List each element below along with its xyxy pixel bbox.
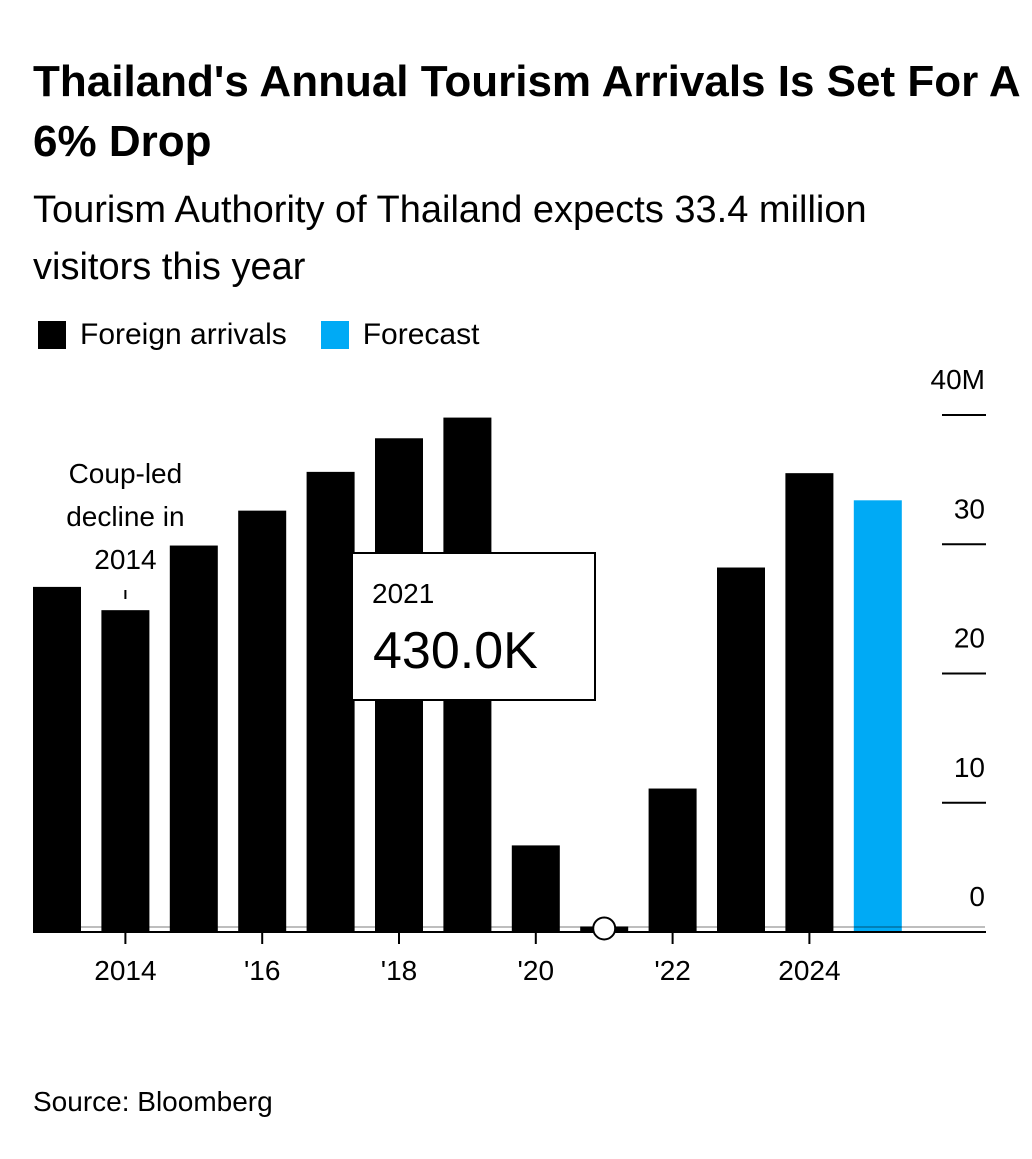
x-tick-label: '16: [244, 955, 281, 986]
x-tick-label: '20: [518, 955, 555, 986]
chart-title: Thailand's Annual Tourism Arrivals Is Se…: [33, 57, 1019, 166]
hover-marker: [592, 916, 617, 941]
y-tick-label: 10: [954, 752, 985, 783]
legend-item: Foreign arrivals: [38, 318, 287, 352]
chart: 0 10 20 30 40M 2014 '16 '18 '20 '22 2024 Coup-led de…: [33, 364, 986, 986]
bar: [33, 586, 81, 932]
annotation: decline in: [66, 501, 184, 532]
annotation: 2014: [94, 544, 156, 575]
tooltip-value: 430.0K: [373, 622, 538, 680]
bar: [306, 471, 355, 932]
bar: [853, 500, 902, 932]
annotation: Coup-led: [69, 458, 183, 489]
tooltip-box: [351, 552, 596, 701]
x-tick-label: '22: [654, 955, 691, 986]
bar: [648, 788, 697, 932]
bar: [511, 845, 560, 932]
bar: [169, 545, 218, 932]
legend-label: Forecast: [362, 318, 480, 351]
bar: [785, 473, 834, 932]
legend-swatch: [320, 321, 349, 349]
x-tick-label: 2014: [94, 955, 156, 986]
bar: [238, 510, 287, 932]
x-tick-label: '18: [381, 955, 418, 986]
bar: [101, 610, 150, 932]
legend: Foreign arrivals Forecast: [38, 318, 513, 352]
legend-label: Foreign arrivals: [80, 318, 287, 351]
bar: [717, 567, 765, 932]
legend-item: Forecast: [320, 318, 480, 352]
source: Source: Bloomberg: [33, 1086, 273, 1117]
y-tick-label: 40M: [931, 364, 985, 395]
tooltip-title: 2021: [372, 578, 434, 609]
y-tick-label: 30: [954, 493, 985, 524]
x-tick-label: 2024: [778, 955, 840, 986]
legend-swatch: [38, 321, 66, 349]
y-tick-label: 20: [954, 623, 985, 654]
chart-subtitle: Tourism Authority of Thailand expects 33…: [33, 189, 867, 288]
y-tick-label: 0: [969, 881, 985, 912]
